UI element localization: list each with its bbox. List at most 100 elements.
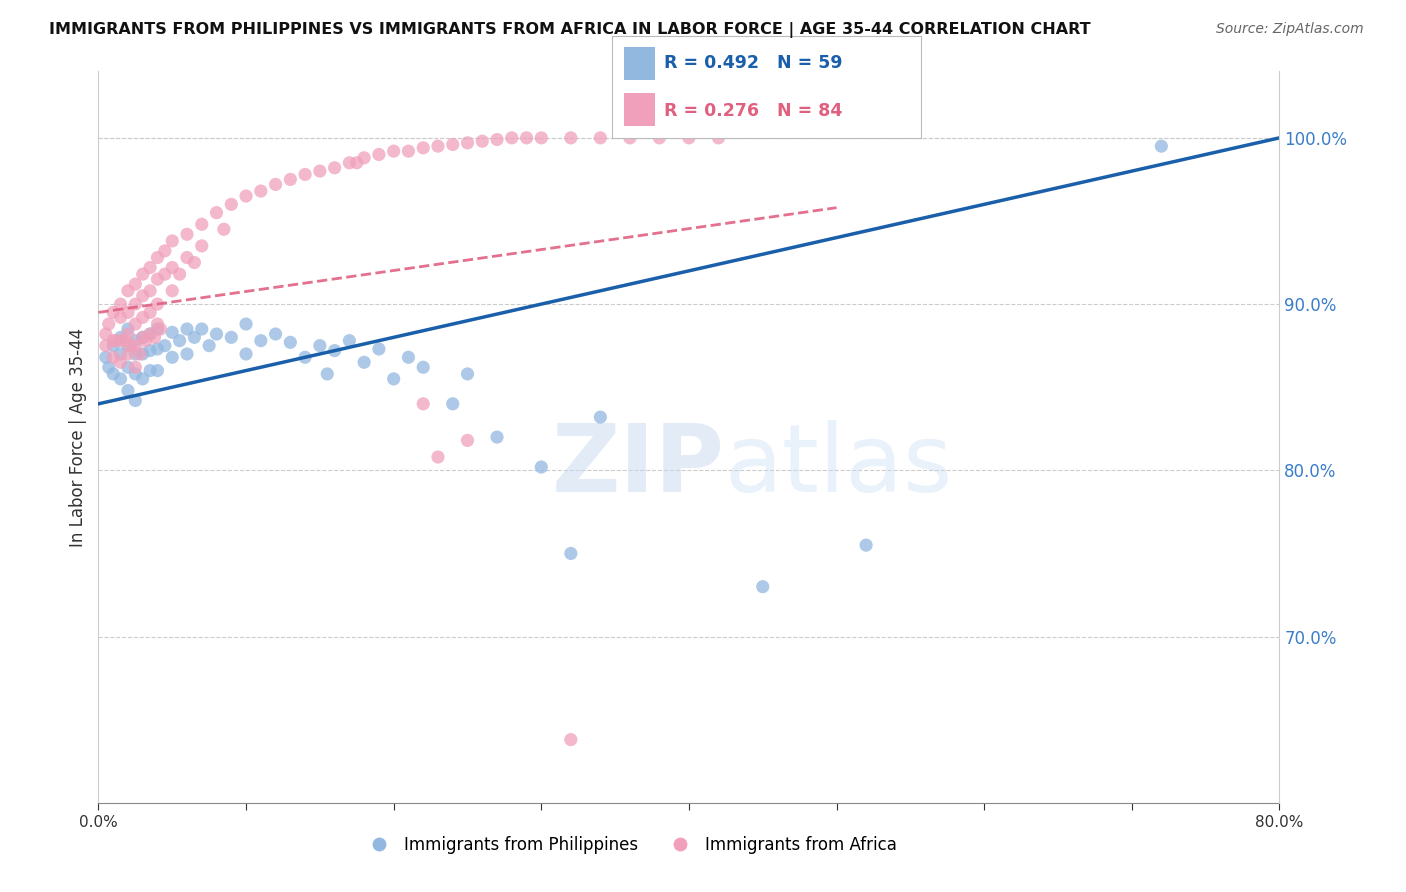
Point [176, 227, 198, 242]
Point [855, 538, 877, 552]
Point [146, 297, 169, 311]
Point [132, 330, 155, 344]
Point [398, 351, 420, 365]
Point [235, 317, 257, 331]
Point [94, 351, 117, 365]
Point [530, 131, 553, 145]
Point [441, 137, 464, 152]
Point [280, 172, 302, 186]
Point [382, 144, 405, 158]
Text: R = 0.276   N = 84: R = 0.276 N = 84 [664, 102, 842, 120]
Text: Source: ZipAtlas.com: Source: ZipAtlas.com [1216, 22, 1364, 37]
Point [110, 310, 132, 325]
Point [153, 339, 176, 353]
Point [412, 397, 434, 411]
Point [191, 217, 214, 231]
Point [471, 134, 494, 148]
Point [103, 351, 125, 365]
Bar [624, 93, 655, 126]
Point [412, 360, 434, 375]
Point [120, 339, 142, 353]
Point [368, 147, 391, 161]
Point [139, 305, 162, 319]
Point [221, 330, 243, 344]
Point [117, 384, 139, 398]
Point [221, 197, 243, 211]
Point [280, 335, 302, 350]
Point [191, 239, 214, 253]
Point [139, 343, 162, 358]
Point [139, 284, 162, 298]
Point [516, 131, 538, 145]
Point [110, 334, 132, 348]
Point [162, 260, 183, 275]
Point [128, 347, 150, 361]
Point [149, 322, 172, 336]
Point [264, 178, 287, 192]
Point [235, 189, 257, 203]
Point [427, 139, 450, 153]
Point [323, 161, 346, 175]
Point [752, 580, 775, 594]
Point [368, 342, 391, 356]
Point [162, 284, 183, 298]
Point [124, 297, 146, 311]
Point [162, 234, 183, 248]
Point [124, 347, 146, 361]
Point [205, 205, 228, 219]
Point [132, 267, 155, 281]
Point [294, 351, 316, 365]
Y-axis label: In Labor Force | Age 35-44: In Labor Force | Age 35-44 [69, 327, 87, 547]
Point [110, 330, 132, 344]
Point [212, 222, 235, 236]
Point [316, 367, 339, 381]
Point [117, 322, 139, 336]
Point [353, 355, 375, 369]
Text: R = 0.492   N = 59: R = 0.492 N = 59 [664, 54, 842, 72]
Point [132, 310, 155, 325]
Point [294, 168, 316, 182]
Point [146, 251, 169, 265]
Point [309, 339, 332, 353]
Point [139, 326, 162, 341]
Point [441, 397, 464, 411]
Point [132, 347, 155, 361]
Point [117, 347, 139, 361]
Point [589, 410, 612, 425]
Point [146, 363, 169, 377]
Point [250, 184, 273, 198]
Point [103, 305, 125, 319]
Point [124, 393, 146, 408]
Point [353, 151, 375, 165]
Point [183, 330, 205, 344]
Point [169, 334, 191, 348]
Point [323, 343, 346, 358]
Point [139, 363, 162, 377]
Point [117, 326, 139, 341]
Point [169, 267, 191, 281]
Point [398, 144, 420, 158]
Point [146, 322, 169, 336]
Point [382, 372, 405, 386]
Point [139, 326, 162, 341]
Point [339, 334, 361, 348]
Point [103, 339, 125, 353]
Point [457, 367, 479, 381]
Point [457, 434, 479, 448]
Point [560, 732, 582, 747]
Text: IMMIGRANTS FROM PHILIPPINES VS IMMIGRANTS FROM AFRICA IN LABOR FORCE | AGE 35-44: IMMIGRANTS FROM PHILIPPINES VS IMMIGRANT… [49, 22, 1091, 38]
Point [94, 339, 117, 353]
Point [146, 317, 169, 331]
Point [94, 326, 117, 341]
Point [457, 136, 479, 150]
Point [153, 244, 176, 258]
Point [678, 131, 700, 145]
Point [117, 284, 139, 298]
Point [530, 460, 553, 475]
Point [97, 360, 120, 375]
Point [124, 367, 146, 381]
Point [132, 289, 155, 303]
Point [124, 360, 146, 375]
Point [191, 322, 214, 336]
Point [143, 330, 166, 344]
